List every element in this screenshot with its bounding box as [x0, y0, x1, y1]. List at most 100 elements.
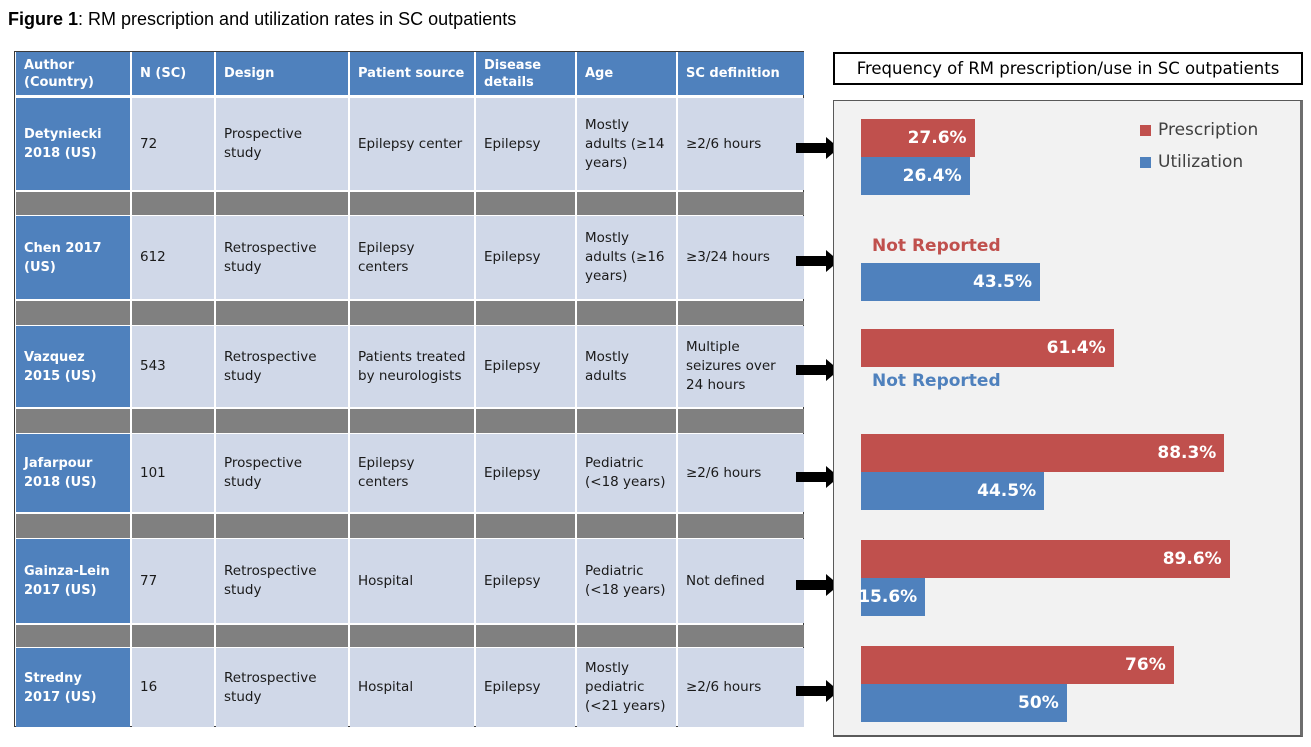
cell-author: Detyniecki 2018 (US) [16, 98, 130, 190]
bar-value-label: 50% [1018, 693, 1059, 713]
legend-label-prescription: Prescription [1158, 120, 1259, 140]
bar-prescription: 61.4% [861, 329, 1114, 367]
header-label: SC definition [686, 66, 780, 81]
header-age: Age [577, 52, 676, 95]
header-author: Author (Country) [16, 52, 130, 95]
cell-text: 72 [140, 135, 158, 152]
cell-patient-source: Epilepsy center [350, 98, 474, 190]
cell-text: Epilepsy [484, 249, 541, 265]
figure-caption: : RM prescription and utilization rates … [78, 9, 517, 29]
cell-author: Vazquez 2015 (US) [16, 326, 130, 407]
cell-design: Prospective study [216, 434, 348, 512]
spacer-cell [678, 409, 804, 433]
right-arrow-icon [796, 359, 839, 381]
bar-value-label: 43.5% [973, 272, 1032, 292]
spacer-cell [678, 192, 804, 215]
cell-text: Epilepsy [484, 358, 541, 374]
bar-value-label: 89.6% [1162, 549, 1222, 569]
spacer-cell [350, 514, 474, 538]
legend-swatch-prescription [1140, 124, 1151, 136]
bar-utilization: 43.5% [861, 263, 1040, 301]
cell-author: Stredny 2017 (US) [16, 648, 130, 727]
spacer-cell [132, 514, 214, 538]
cell-age: Pediatric (<18 years) [577, 434, 676, 512]
bar-value-label: 88.3% [1157, 443, 1217, 463]
cell-text: Detyniecki 2018 (US) [24, 127, 102, 161]
bar-value-label: 44.5% [977, 481, 1037, 501]
cell-patient-source: Epilepsy centers [350, 434, 474, 512]
spacer-cell [132, 192, 214, 215]
spacer-cell [577, 514, 676, 538]
header-sc-definition: SC definition [678, 52, 804, 95]
bar-value-label: 61.4% [1046, 338, 1106, 358]
cell-text: Epilepsy [484, 679, 541, 695]
cell-sc-definition: Not defined [678, 539, 804, 623]
cell-text: 16 [140, 679, 158, 695]
cell-age: Mostly pediatric (<21 years) [577, 648, 676, 727]
spacer-cell [16, 409, 130, 433]
cell-sc-definition: ≥2/6 hours [678, 434, 804, 512]
spacer-cell [216, 409, 348, 433]
cell-text: 543 [140, 358, 166, 374]
cell-text: Hospital [358, 679, 414, 695]
bar-value-label: 76% [1125, 655, 1166, 675]
cell-disease-details: Epilepsy [476, 434, 575, 512]
cell-age: Mostly adults [577, 326, 676, 407]
cell-text: Vazquez 2015 (US) [24, 349, 97, 384]
header-label: Age [585, 66, 614, 81]
studies-table: Author (Country) N (SC) Design Patient sour… [14, 51, 804, 727]
cell-age: Pediatric (<18 years) [577, 539, 676, 623]
cell-sc-definition: ≥2/6 hours [678, 98, 804, 190]
spacer-cell [132, 301, 214, 325]
cell-author: Gainza-Lein 2017 (US) [16, 539, 130, 623]
bar-prescription: 88.3% [861, 434, 1225, 472]
cell-disease-details: Epilepsy [476, 326, 575, 407]
cell-patient-source: Epilepsy centers [350, 216, 474, 299]
cell-text: ≥3/24 hours [686, 249, 770, 265]
cell-text: Pediatric (<18 years) [585, 563, 666, 598]
right-arrow-icon [796, 680, 839, 702]
cell-text: ≥2/6 hours [686, 135, 762, 152]
spacer-cell [16, 192, 130, 215]
spacer-cell [132, 625, 214, 647]
cell-text: Mostly adults (≥16 years) [585, 230, 665, 284]
cell-text: Epilepsy [484, 464, 541, 481]
right-arrow-icon [796, 250, 839, 272]
cell-text: Epilepsy centers [358, 239, 415, 275]
header-label: Disease details [484, 57, 542, 90]
bar-prescription: 27.6% [861, 119, 975, 157]
right-arrow-icon [796, 573, 839, 596]
spacer-cell [132, 409, 214, 433]
cell-text: Prospective study [224, 455, 303, 490]
bar-prescription: 76% [861, 646, 1174, 684]
spacer-cell [678, 625, 804, 647]
cell-text: Chen 2017 (US) [24, 240, 102, 275]
cell-disease-details: Epilepsy [476, 98, 575, 190]
header-label: Design [224, 66, 275, 81]
spacer-cell [216, 625, 348, 647]
spacer-cell [350, 301, 474, 325]
cell-author: Chen 2017 (US) [16, 216, 130, 299]
cell-patient-source: Hospital [350, 539, 474, 623]
spacer-cell [350, 625, 474, 647]
spacer-cell [577, 192, 676, 215]
cell-text: Mostly adults (≥14 years) [585, 116, 665, 171]
header-n-sc: N (SC) [132, 52, 214, 95]
cell-design: Retrospective study [216, 648, 348, 727]
bar-utilization: 15.6% [858, 578, 926, 616]
spacer-cell [476, 625, 575, 647]
cell-text: Stredny 2017 (US) [24, 670, 97, 705]
cell-n-sc: 612 [132, 216, 214, 299]
bar-chart-panel: Prescription Utilization 27.6% 26.4% Not R… [833, 100, 1303, 737]
not-reported-label-prescription: Not Reported [872, 236, 1001, 256]
not-reported-label-utilization: Not Reported [872, 371, 1001, 391]
bar-value-label: 15.6% [858, 587, 918, 607]
cell-design: Retrospective study [216, 326, 348, 407]
right-arrow-icon [796, 136, 839, 159]
header-label: Author (Country) [24, 57, 94, 90]
cell-n-sc: 101 [132, 434, 214, 512]
bar-utilization: 26.4% [861, 157, 970, 195]
cell-text: Patients treated by neurologists [358, 348, 466, 384]
legend-utilization: Utilization [1140, 152, 1243, 172]
cell-text: Mostly adults [585, 348, 629, 384]
